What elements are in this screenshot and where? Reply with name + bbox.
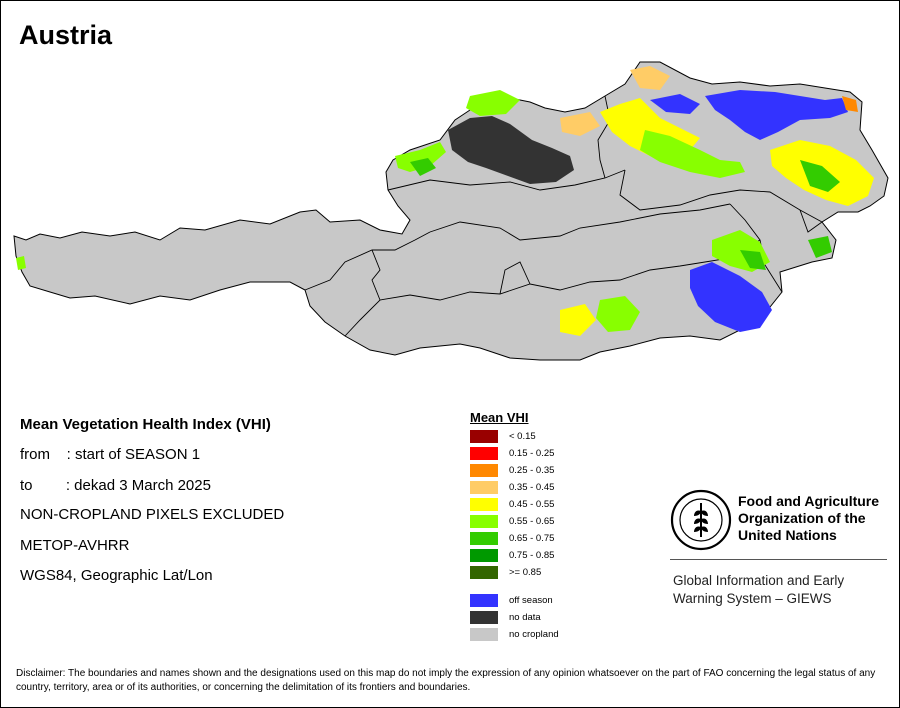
legend-label: 0.25 - 0.35: [509, 465, 555, 476]
legend-label: 0.15 - 0.25: [509, 448, 555, 459]
legend-label: < 0.15: [509, 431, 536, 442]
map-title: Austria: [19, 20, 113, 50]
legend-item-extra: no cropland: [470, 628, 559, 641]
disclaimer: Disclaimer: The boundaries and names sho…: [16, 668, 876, 693]
legend-item-extra: off season: [470, 594, 553, 607]
legend-item-extra: no data: [470, 611, 541, 624]
index-heading: Mean Vegetation Health Index (VHI): [20, 416, 271, 433]
legend-item: 0.75 - 0.85: [470, 549, 554, 562]
fao-name: Food and Agriculture Organization of the…: [738, 493, 880, 543]
legend-swatch: [470, 549, 498, 562]
projection-label: WGS84, Geographic Lat/Lon: [20, 567, 213, 584]
legend-swatch: [470, 611, 498, 624]
legend-swatch: [470, 430, 498, 443]
legend-label: 0.45 - 0.55: [509, 499, 555, 510]
legend-item: >= 0.85: [470, 566, 541, 579]
legend-swatch: [470, 481, 498, 494]
divider: [670, 559, 887, 560]
legend-swatch: [470, 515, 498, 528]
legend-label: 0.35 - 0.45: [509, 482, 555, 493]
legend-item: < 0.15: [470, 430, 536, 443]
cropland-note: NON-CROPLAND PIXELS EXCLUDED: [20, 506, 285, 523]
legend-label: 0.75 - 0.85: [509, 550, 555, 561]
period-from: from : start of SEASON 1: [20, 446, 201, 463]
legend-item: 0.65 - 0.75: [470, 532, 554, 545]
period-to: to : dekad 3 March 2025: [20, 477, 211, 494]
giews-label: Global Information and Early Warning Sys…: [673, 573, 845, 606]
legend-swatch: [470, 628, 498, 641]
legend-swatch: [470, 447, 498, 460]
sensor-label: METOP-AVHRR: [20, 537, 130, 554]
legend-item: 0.35 - 0.45: [470, 481, 554, 494]
legend-item: 0.45 - 0.55: [470, 498, 554, 511]
legend-label: 0.65 - 0.75: [509, 533, 555, 544]
legend-label: 0.55 - 0.65: [509, 516, 555, 527]
fao-logo-icon: [670, 489, 732, 551]
legend-swatch: [470, 532, 498, 545]
province-boundaries: [304, 95, 823, 337]
legend-item: 0.55 - 0.65: [470, 515, 554, 528]
legend-label: no cropland: [509, 629, 559, 640]
legend-item: 0.15 - 0.25: [470, 447, 554, 460]
legend-label: off season: [509, 595, 553, 606]
legend-swatch: [470, 498, 498, 511]
legend-label: no data: [509, 612, 541, 623]
legend-swatch: [470, 566, 498, 579]
off-season-areas: [650, 90, 848, 332]
legend-swatch: [470, 594, 498, 607]
legend-item: 0.25 - 0.35: [470, 464, 554, 477]
vhi-patches: [16, 66, 874, 336]
no-data-areas: [448, 116, 574, 184]
legend-title: Mean VHI: [470, 410, 529, 425]
legend-swatch: [470, 464, 498, 477]
legend-label: >= 0.85: [509, 567, 542, 578]
